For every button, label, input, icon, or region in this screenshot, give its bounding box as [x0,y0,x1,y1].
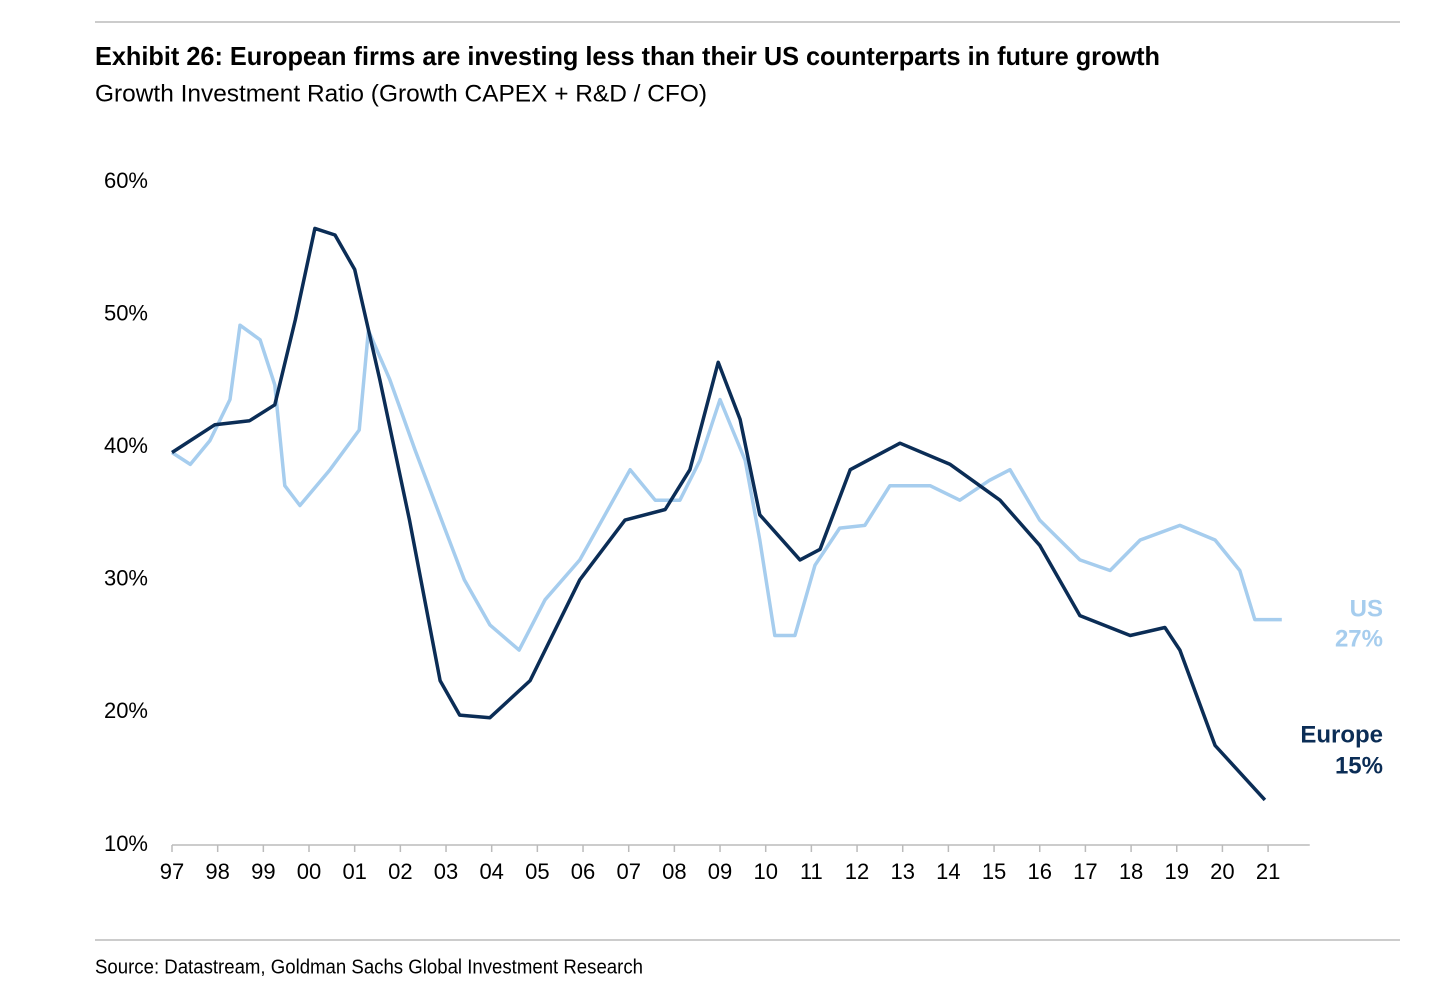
x-tick-label: 00 [297,859,321,884]
x-tick-label: 99 [251,859,275,884]
x-tick-label: 20 [1210,859,1234,884]
x-tick-label: 98 [205,859,229,884]
x-tick-label: 97 [160,859,184,884]
x-tick-label: 13 [890,859,914,884]
x-tick-label: 03 [434,859,458,884]
x-tick-label: 01 [342,859,366,884]
series-label: US [1350,595,1383,622]
x-tick-label: 08 [662,859,686,884]
x-tick-label: 07 [616,859,640,884]
series-end-label: 27% [1335,625,1383,652]
series-line [171,226,1267,802]
x-tick-label: 18 [1119,859,1143,884]
x-tick-label: 10 [753,859,777,884]
series-label: Europe [1300,721,1383,748]
x-tick-label: 19 [1164,859,1188,884]
x-tick-label: 12 [845,859,869,884]
y-tick-label: 40% [104,433,148,458]
x-tick-label: 11 [800,859,823,884]
x-tick-label: 06 [571,859,595,884]
x-tick-label: 21 [1256,859,1280,884]
x-tick-label: 05 [525,859,549,884]
source-note: Source: Datastream, Goldman Sachs Global… [95,956,643,978]
series-end-label: 15% [1335,752,1383,779]
y-tick-label: 20% [104,698,148,723]
y-tick-label: 50% [104,300,148,325]
series-line [171,323,1282,652]
y-tick-label: 30% [104,566,148,591]
x-tick-label: 02 [388,859,412,884]
y-tick-label: 60% [104,168,148,193]
x-tick-label: 04 [479,859,503,884]
x-tick-label: 16 [1027,859,1051,884]
x-tick-label: 17 [1073,859,1097,884]
chart-title: Exhibit 26: European firms are investing… [95,41,1160,71]
chart-subtitle: Growth Investment Ratio (Growth CAPEX + … [95,80,707,107]
x-tick-label: 14 [936,859,960,884]
x-tick-label: 09 [708,859,732,884]
y-tick-label: 10% [104,831,148,856]
x-tick-label: 15 [982,859,1006,884]
